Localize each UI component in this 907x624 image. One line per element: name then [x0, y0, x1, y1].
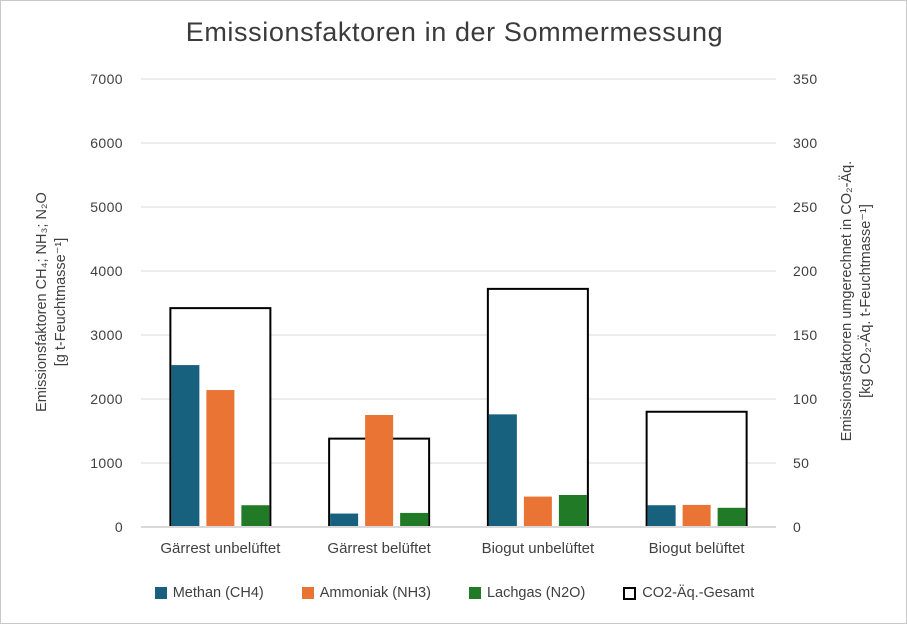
- right-axis-tick-50: 50: [793, 455, 810, 471]
- left-axis-tick-0: 0: [114, 519, 123, 535]
- right-axis-tick-200: 200: [793, 263, 818, 279]
- bar-ammoniak-3: [682, 504, 711, 527]
- left-axis-tick-4000: 4000: [90, 263, 123, 279]
- bar-methan-0: [171, 365, 200, 527]
- legend-label-methan: Methan (CH4): [172, 585, 264, 601]
- legend-label-lachgas: Lachgas (N2O): [486, 585, 586, 601]
- legend-item-ammoniak: Ammoniak (NH3): [301, 583, 431, 603]
- left-axis-tick-5000: 5000: [90, 199, 123, 215]
- legend-item-lachgas: Lachgas (N2O): [468, 583, 586, 603]
- legend-label-ammoniak: Ammoniak (NH3): [319, 585, 431, 601]
- right-axis-tick-350: 350: [793, 71, 818, 87]
- left-axis-tick-6000: 6000: [90, 135, 123, 151]
- bar-lachgas-0: [241, 505, 270, 527]
- category-label-2: Biogut unbelüftet: [481, 540, 595, 557]
- left-axis-tick-3000: 3000: [90, 327, 123, 343]
- category-label-0: Gärrest unbelüftet: [160, 540, 281, 557]
- legend-label-co2: CO2-Äq.-Gesamt: [642, 585, 755, 601]
- bar-ammoniak-1: [365, 415, 394, 527]
- right-axis-tick-250: 250: [793, 199, 818, 215]
- chart-title: Emissionsfaktoren in der Sommermessung: [185, 17, 724, 47]
- right-axis-tick-0: 0: [793, 519, 802, 535]
- legend-swatch-methan: [154, 587, 167, 599]
- left-axis-tick-2000: 2000: [90, 391, 123, 407]
- left-axis-title: Emissionsfaktoren CH₄; NH₃; N₂O [g t-Feu…: [33, 112, 71, 492]
- legend-swatch-co2: [623, 586, 637, 600]
- legend-swatch-ammoniak: [301, 587, 314, 599]
- bar-lachgas-1: [400, 512, 429, 527]
- left-axis-tick-1000: 1000: [90, 455, 123, 471]
- right-axis-title-line1: Emissionsfaktoren umgerechnet in CO₂-Äq.: [839, 160, 855, 442]
- right-axis-title: Emissionsfaktoren umgerechnet in CO₂-Äq.…: [838, 91, 876, 511]
- right-axis-tick-300: 300: [793, 135, 818, 151]
- left-axis-title-line2: [g t-Feuchtmasse⁻¹]: [53, 237, 69, 367]
- bar-ammoniak-0: [206, 390, 235, 527]
- category-label-3: Biogut belüftet: [648, 540, 745, 557]
- legend: Methan (CH4) Ammoniak (NH3) Lachgas (N2O) C…: [1, 583, 906, 603]
- bar-lachgas-2: [558, 495, 587, 527]
- legend-item-methan: Methan (CH4): [154, 583, 264, 603]
- legend-item-co2: CO2-Äq.-Gesamt: [623, 583, 754, 603]
- category-label-1: Gärrest belüftet: [327, 540, 431, 557]
- left-axis-title-line1: Emissionsfaktoren CH₄; NH₃; N₂O: [34, 192, 50, 412]
- left-axis-tick-7000: 7000: [90, 71, 123, 87]
- right-axis-title-line2: [kg CO₂-Äq. t-Feuchtmasse⁻¹]: [858, 204, 874, 398]
- bar-ammoniak-2: [523, 496, 552, 527]
- bar-co2-3: [645, 410, 748, 527]
- legend-swatch-lachgas: [468, 587, 481, 599]
- bar-lachgas-3: [717, 507, 746, 527]
- bar-methan-3: [647, 505, 676, 527]
- right-axis-tick-150: 150: [793, 327, 818, 343]
- bar-methan-1: [330, 513, 359, 527]
- bar-methan-2: [488, 414, 517, 527]
- right-axis-tick-100: 100: [793, 391, 818, 407]
